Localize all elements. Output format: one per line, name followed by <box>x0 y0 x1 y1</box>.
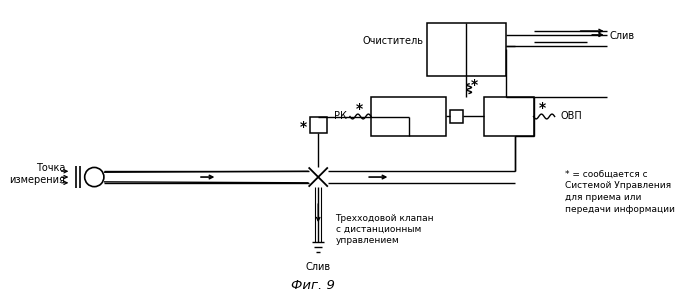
Text: *: * <box>539 101 547 115</box>
Text: *: * <box>356 102 363 116</box>
Circle shape <box>85 167 104 187</box>
Bar <box>450 110 463 123</box>
Text: Фиг. 9: Фиг. 9 <box>291 279 336 292</box>
Text: *: * <box>301 120 308 134</box>
Text: Слив: Слив <box>305 262 331 272</box>
Bar <box>484 97 533 136</box>
Text: Точка
измерения: Точка измерения <box>10 163 66 185</box>
Text: ОВП: ОВП <box>561 111 582 122</box>
Text: Очиститель: Очиститель <box>363 36 424 45</box>
Text: * = сообщается с
Системой Управления
для приема или
передачи информации: * = сообщается с Системой Управления для… <box>565 169 675 214</box>
Bar <box>371 97 446 136</box>
Bar <box>310 118 327 133</box>
Text: РК: РК <box>334 111 347 122</box>
Text: *: * <box>471 78 478 92</box>
Bar <box>427 23 505 76</box>
Text: Трехходовой клапан
с дистанционным
управлением: Трехходовой клапан с дистанционным управ… <box>336 214 434 245</box>
Text: Слив: Слив <box>610 31 635 41</box>
